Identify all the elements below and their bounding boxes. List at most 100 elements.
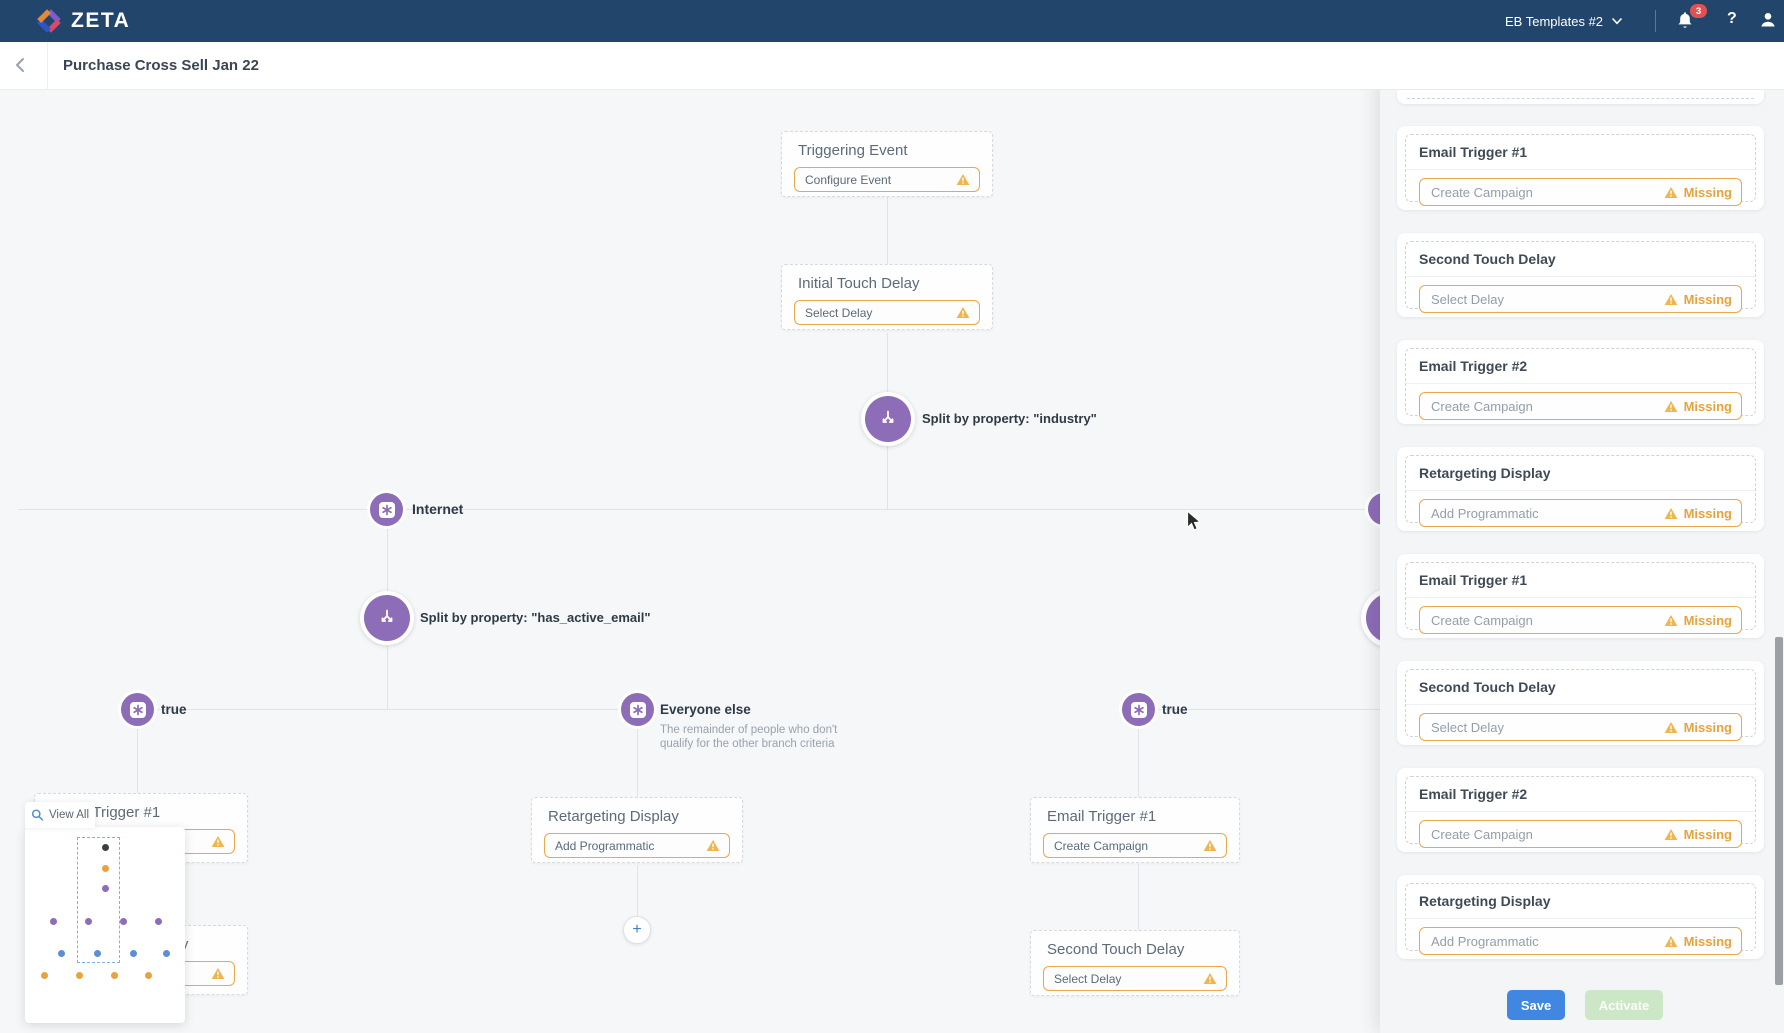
split-icon (364, 595, 410, 641)
card-action-button[interactable]: Add Programmatic Missing (1419, 927, 1742, 955)
connector-line (1138, 709, 1380, 710)
build-card-partial[interactable] (1397, 90, 1764, 104)
branch-node-true-left[interactable] (121, 693, 154, 726)
zeta-logo[interactable]: ZETA (36, 8, 130, 34)
card-action-button[interactable]: Create Campaign Missing (1419, 178, 1742, 206)
minimap-dot (155, 918, 162, 925)
card-action-button[interactable]: Create Campaign Missing (1419, 606, 1742, 634)
node-title: Triggering Event (798, 142, 908, 159)
minimap-dot (111, 972, 118, 979)
branch-label-internet: Internet (412, 501, 464, 517)
split-node-clipped[interactable] (1361, 588, 1380, 648)
connector-line (887, 333, 888, 392)
minimap-dot (85, 918, 92, 925)
panel-scrollbar[interactable] (1775, 637, 1783, 985)
add-node-button[interactable]: + (623, 916, 651, 944)
select-delay-button[interactable]: Select Delay (794, 300, 980, 325)
divider (1406, 490, 1755, 491)
bell-icon (1678, 12, 1692, 28)
journey-canvas[interactable]: Triggering Event Configure Event Initial… (0, 90, 1380, 1033)
card-action-button[interactable]: Create Campaign Missing (1419, 820, 1742, 848)
branch-node-clipped[interactable] (1368, 493, 1380, 525)
missing-badge: Missing (1664, 185, 1732, 200)
warning-icon (1664, 828, 1677, 840)
missing-badge: Missing (1664, 292, 1732, 307)
asterisk-icon (129, 701, 146, 718)
activate-button[interactable]: Activate (1585, 990, 1663, 1020)
branch-node-internet[interactable] (370, 493, 403, 526)
card-action-button[interactable]: Create Campaign Missing (1419, 392, 1742, 420)
chevron-down-icon (1612, 17, 1622, 24)
asterisk-icon (378, 501, 395, 518)
view-all-label: View All (48, 809, 89, 821)
minimap-view-all-button[interactable]: View All (25, 802, 95, 828)
save-button[interactable]: Save (1507, 990, 1565, 1020)
branch-node-true-right[interactable] (1122, 693, 1155, 726)
user-menu-button[interactable] (1758, 10, 1778, 35)
build-card[interactable]: Second Touch Delay Select Delay Missing (1397, 661, 1764, 745)
split-label-industry: Split by property: "industry" (922, 411, 1097, 426)
notifications-button[interactable] (1674, 9, 1700, 35)
chevron-left-icon (16, 58, 24, 72)
split-node-has-active-email[interactable] (360, 591, 414, 645)
card-title: Retargeting Display (1419, 465, 1551, 481)
asterisk-icon (629, 701, 646, 718)
divider (1406, 597, 1755, 598)
warning-icon (1664, 721, 1677, 733)
node-triggering-event[interactable]: Triggering Event Configure Event (781, 131, 993, 197)
node-title: Initial Touch Delay (798, 275, 920, 292)
connector-line (637, 865, 638, 916)
header-divider (47, 42, 48, 90)
minimap-dot (130, 950, 137, 957)
workspace-switcher[interactable]: EB Templates #2 (1505, 0, 1622, 42)
card-title: Email Trigger #2 (1419, 786, 1528, 802)
missing-badge: Missing (1664, 934, 1732, 949)
node-email-trigger-1-right[interactable]: Email Trigger #1 Create Campaign (1030, 797, 1240, 863)
select-delay-button[interactable]: Select Delay (1043, 966, 1227, 991)
build-card[interactable]: Email Trigger #1 Create Campaign Missing (1397, 126, 1764, 210)
canvas-header: Purchase Cross Sell Jan 22 (0, 42, 1784, 90)
help-button[interactable]: ? (1727, 10, 1737, 27)
divider (1406, 918, 1755, 919)
split-icon (1366, 593, 1380, 643)
node-title: Retargeting Display (548, 808, 679, 825)
build-card[interactable]: Email Trigger #2 Create Campaign Missing (1397, 768, 1764, 852)
configure-event-button[interactable]: Configure Event (794, 167, 980, 192)
node-second-touch-delay-right[interactable]: Second Touch Delay Select Delay (1030, 930, 1240, 996)
back-button[interactable] (14, 57, 34, 75)
connector-line (887, 197, 888, 264)
warning-icon (1203, 973, 1217, 984)
create-campaign-button[interactable]: Create Campaign (1043, 833, 1227, 858)
brand-name: ZETA (71, 9, 131, 32)
card-action-button[interactable]: Select Delay Missing (1419, 285, 1742, 313)
node-retargeting-display[interactable]: Retargeting Display Add Programmatic (531, 797, 743, 863)
connector-line (887, 446, 888, 509)
connector-line (387, 527, 388, 592)
build-card[interactable]: Email Trigger #1 Create Campaign Missing (1397, 554, 1764, 638)
card-action-button[interactable]: Add Programmatic Missing (1419, 499, 1742, 527)
build-card[interactable]: Retargeting Display Add Programmatic Mis… (1397, 875, 1764, 959)
build-card[interactable]: Second Touch Delay Select Delay Missing (1397, 233, 1764, 317)
minimap-dot (58, 950, 65, 957)
branch-node-everyone-else[interactable] (621, 693, 654, 726)
minimap-dot (145, 972, 152, 979)
connector-line (387, 646, 388, 709)
build-card[interactable]: Email Trigger #2 Create Campaign Missing (1397, 340, 1764, 424)
split-node-industry[interactable] (861, 392, 915, 446)
add-programmatic-button[interactable]: Add Programmatic (544, 833, 730, 858)
minimap-dot (41, 972, 48, 979)
divider (1406, 169, 1755, 170)
missing-badge: Missing (1664, 720, 1732, 735)
card-action-button[interactable]: Select Delay Missing (1419, 713, 1742, 741)
node-initial-touch-delay[interactable]: Initial Touch Delay Select Delay (781, 264, 993, 330)
branch-label-true-left: true (161, 702, 187, 717)
card-title: Second Touch Delay (1419, 679, 1556, 695)
missing-badge: Missing (1664, 506, 1732, 521)
warning-icon (956, 174, 970, 185)
build-card[interactable]: Retargeting Display Add Programmatic Mis… (1397, 447, 1764, 531)
minimap-viewport[interactable] (77, 837, 120, 963)
minimap-dot (102, 885, 109, 892)
warning-icon (1664, 186, 1677, 198)
zeta-diamond-icon (37, 9, 61, 33)
minimap[interactable] (25, 827, 185, 1023)
